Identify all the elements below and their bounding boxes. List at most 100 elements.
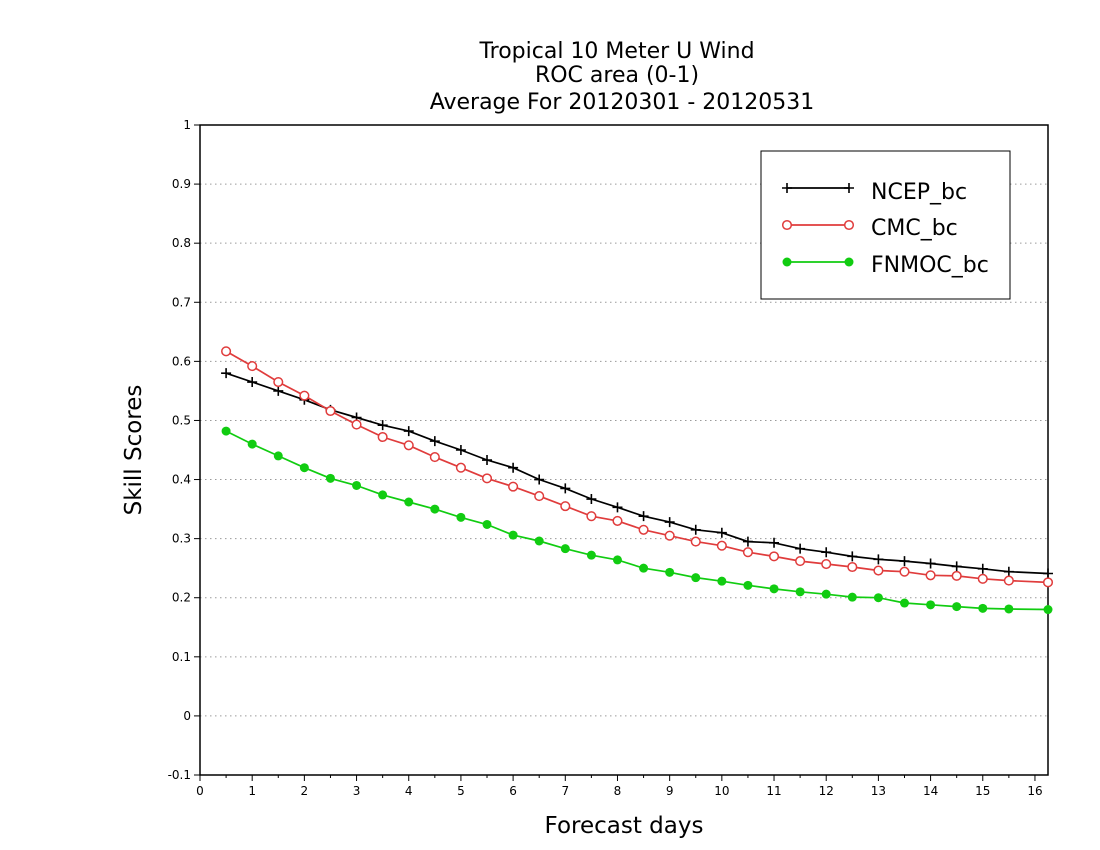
data-point-fnmoc	[978, 603, 988, 613]
y-tick-labels: -0.1 0 0.1 0.2 0.3 0.4 0.5 0.6 0.7 0.8 0.9 1	[168, 118, 191, 782]
data-point-cmc	[690, 536, 701, 547]
x-tick-label: 0	[196, 784, 204, 798]
data-point-ncep	[690, 524, 701, 535]
data-point-fnmoc	[299, 463, 309, 473]
data-point-cmc	[377, 431, 388, 443]
data-point-ncep	[873, 554, 884, 565]
data-point-ncep	[951, 561, 962, 572]
data-point-ncep	[1043, 568, 1053, 579]
data-point-ncep	[586, 494, 597, 505]
data-point-ncep	[508, 462, 519, 473]
legend-marker-cmc	[843, 219, 855, 231]
legend-marker-fnmoc	[782, 257, 792, 267]
data-point-cmc	[429, 452, 440, 463]
data-point-ncep	[742, 536, 753, 547]
y-tick-label: 0.9	[172, 177, 191, 191]
x-tick-label: 7	[561, 784, 569, 798]
data-point-cmc	[638, 524, 649, 535]
y-tick-label: 0.3	[172, 532, 191, 546]
chart-title: Tropical 10 Meter U Wind ROC area (0-1) …	[430, 39, 815, 115]
y-tick-label: 0	[183, 709, 191, 723]
data-point-cmc	[351, 419, 362, 430]
y-tick-label: 0.1	[172, 650, 191, 664]
y-tick-label: 0.6	[172, 354, 191, 368]
data-point-cmc	[325, 405, 336, 417]
x-tick-label: 15	[975, 784, 990, 798]
legend-label-fnmoc: FNMOC_bc	[871, 253, 989, 278]
plot-frame	[199, 124, 1049, 776]
y-tick-label: 0.8	[172, 236, 191, 250]
data-point-fnmoc	[952, 602, 962, 612]
data-point-cmc	[899, 566, 910, 577]
data-point-fnmoc	[508, 530, 518, 540]
x-tick-labels: 0 1 2 3 4 5 6 7 8 9 10 11 12 13 14 15 16	[196, 784, 1042, 798]
x-tick-label: 12	[819, 784, 834, 798]
x-tick-label: 11	[766, 784, 781, 798]
data-point-cmc	[716, 540, 727, 551]
title-line-3: Average For 20120301 - 20120531	[430, 90, 815, 115]
data-point-cmc	[873, 565, 884, 576]
x-tick-label: 13	[871, 784, 886, 798]
title-line-1: Tropical 10 Meter U Wind	[478, 39, 754, 64]
legend-marker-cmc	[781, 219, 793, 231]
data-point-ncep	[716, 527, 727, 538]
y-tick-label: 1	[183, 118, 191, 132]
data-point-ncep	[403, 426, 414, 437]
data-point-cmc	[1042, 577, 1054, 588]
data-point-fnmoc	[586, 550, 596, 560]
data-point-ncep	[560, 483, 571, 494]
data-point-fnmoc	[769, 584, 779, 594]
series-fnmoc	[221, 426, 1053, 615]
data-point-fnmoc	[247, 439, 257, 449]
x-tick-label: 3	[353, 784, 361, 798]
data-point-cmc	[455, 462, 466, 473]
legend-marker-fnmoc	[844, 257, 854, 267]
x-tick-label: 1	[248, 784, 256, 798]
data-point-fnmoc	[482, 519, 492, 529]
data-point-cmc	[612, 515, 623, 526]
data-point-cmc	[247, 361, 258, 372]
data-point-fnmoc	[639, 563, 649, 573]
data-point-cmc	[586, 511, 597, 522]
x-tick-label: 10	[714, 784, 729, 798]
data-point-ncep	[664, 517, 675, 528]
y-tick-label: 0.4	[172, 473, 191, 487]
legend: NCEP_bc CMC_bc FNMOC_bc	[760, 150, 1011, 300]
data-point-fnmoc	[378, 490, 388, 500]
data-point-ncep	[377, 420, 388, 431]
data-point-fnmoc	[221, 426, 231, 436]
data-point-ncep	[273, 385, 284, 396]
data-point-fnmoc	[926, 600, 936, 610]
data-point-fnmoc	[560, 544, 570, 554]
data-point-cmc	[664, 530, 675, 541]
data-point-fnmoc	[456, 512, 466, 522]
data-point-cmc	[273, 376, 284, 388]
data-point-cmc	[977, 573, 988, 584]
legend-marks	[781, 183, 855, 267]
series-cmc	[221, 346, 1054, 588]
data-point-fnmoc	[821, 589, 831, 599]
data-point-cmc	[951, 570, 962, 581]
data-point-cmc	[560, 501, 571, 512]
data-point-cmc	[299, 390, 310, 401]
axis-ticks	[194, 124, 1036, 781]
data-point-fnmoc	[430, 504, 440, 514]
data-point-ncep	[247, 377, 258, 388]
data-point-fnmoc	[899, 598, 909, 608]
legend-label-cmc: CMC_bc	[871, 216, 958, 241]
data-point-ncep	[455, 445, 466, 455]
data-series	[221, 346, 1054, 615]
data-point-ncep	[429, 436, 440, 447]
data-point-fnmoc	[325, 473, 335, 483]
data-point-ncep	[482, 455, 493, 466]
x-tick-label: 14	[923, 784, 938, 798]
y-tick-label: 0.5	[172, 413, 191, 427]
data-point-cmc	[821, 558, 832, 570]
gridlines	[200, 183, 1048, 717]
data-point-cmc	[795, 556, 806, 567]
x-tick-label: 4	[405, 784, 413, 798]
x-tick-label: 8	[614, 784, 622, 798]
data-point-ncep	[821, 547, 832, 558]
data-point-ncep	[534, 474, 545, 485]
